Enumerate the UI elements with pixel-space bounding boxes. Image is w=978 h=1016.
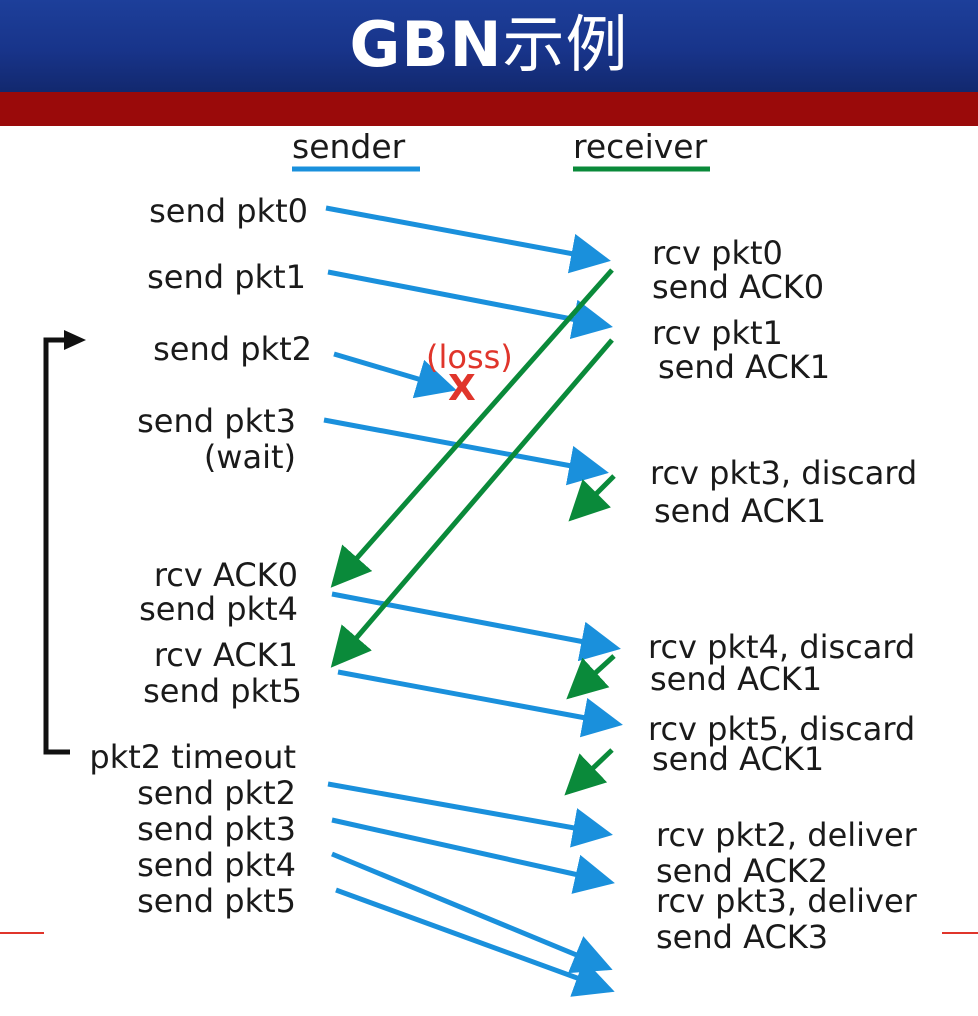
ack-arrow-ack1 bbox=[330, 338, 614, 668]
timeout-bracket-arrowhead bbox=[64, 330, 86, 350]
packet-arrow-pkt4-resend bbox=[331, 851, 613, 974]
receiver-label: rcv pkt3, discard bbox=[650, 454, 917, 492]
sender-label: send pkt1 bbox=[147, 258, 306, 296]
sender-header: sender bbox=[292, 127, 406, 166]
packet-arrow-pkt1 bbox=[327, 269, 613, 340]
receiver-label: rcv pkt2, deliver bbox=[656, 816, 918, 854]
timeout-bracket bbox=[43, 337, 70, 755]
receiver-label: rcv pkt3, deliver bbox=[656, 882, 918, 920]
ack-arrow-dup-ack1 bbox=[566, 654, 616, 700]
packet-arrow-pkt5-resend bbox=[335, 887, 615, 997]
ack-arrow-dup-ack1 bbox=[568, 474, 616, 522]
receiver-label: send ACK1 bbox=[650, 660, 822, 698]
sender-label: pkt2 timeout bbox=[89, 738, 296, 776]
sender-label: rcv ACK1 bbox=[154, 636, 298, 674]
receiver-label: send ACK1 bbox=[658, 348, 830, 386]
receiver-label: send ACK2 bbox=[656, 852, 828, 890]
packet-arrow-pkt0 bbox=[325, 205, 611, 274]
ack-arrow-ack0 bbox=[330, 268, 614, 588]
packet-arrow-pkt3-resend bbox=[331, 817, 615, 894]
title-bar: GBN示例 bbox=[0, 0, 978, 92]
receiver-header: receiver bbox=[573, 127, 708, 166]
title-underline-band bbox=[0, 92, 978, 126]
title-cjk: 示例 bbox=[502, 11, 629, 80]
packet-arrow-pkt3 bbox=[323, 417, 609, 486]
sender-label: send pkt4 bbox=[137, 846, 296, 884]
packet-arrow-pkt2-lost bbox=[333, 351, 457, 399]
packet-arrow-pkt5 bbox=[337, 669, 623, 738]
receiver-label: rcv pkt4, discard bbox=[648, 628, 915, 666]
sender-label: (wait) bbox=[204, 438, 296, 476]
sender-label: send pkt3 bbox=[137, 810, 296, 848]
receiver-label: send ACK3 bbox=[656, 918, 828, 956]
receiver-label: rcv pkt0 bbox=[652, 234, 783, 272]
sender-label: send pkt3 bbox=[137, 402, 296, 440]
packet-arrow-pkt2-resend bbox=[327, 781, 613, 848]
ack-arrow-dup-ack1 bbox=[564, 748, 614, 796]
slide-title: GBN示例 bbox=[0, 4, 978, 87]
loss-label: (loss) bbox=[426, 338, 513, 376]
receiver-label: rcv pkt1 bbox=[652, 314, 783, 352]
sender-label: send pkt2 bbox=[153, 330, 312, 368]
sender-label: send pkt5 bbox=[143, 672, 302, 710]
receiver-label: send ACK1 bbox=[652, 740, 824, 778]
sender-label: send pkt2 bbox=[137, 774, 296, 812]
sender-label: rcv ACK0 bbox=[154, 556, 298, 594]
sender-label: send pkt5 bbox=[137, 882, 296, 920]
sender-label: send pkt4 bbox=[139, 590, 298, 628]
sender-label: send pkt0 bbox=[149, 192, 308, 230]
receiver-label: send ACK1 bbox=[654, 492, 826, 530]
packet-arrow-pkt4 bbox=[331, 591, 621, 662]
title-latin: GBN bbox=[349, 8, 503, 81]
loss-x-icon: X bbox=[448, 368, 476, 409]
receiver-label: rcv pkt5, discard bbox=[648, 710, 915, 748]
receiver-label: send ACK0 bbox=[652, 268, 824, 306]
